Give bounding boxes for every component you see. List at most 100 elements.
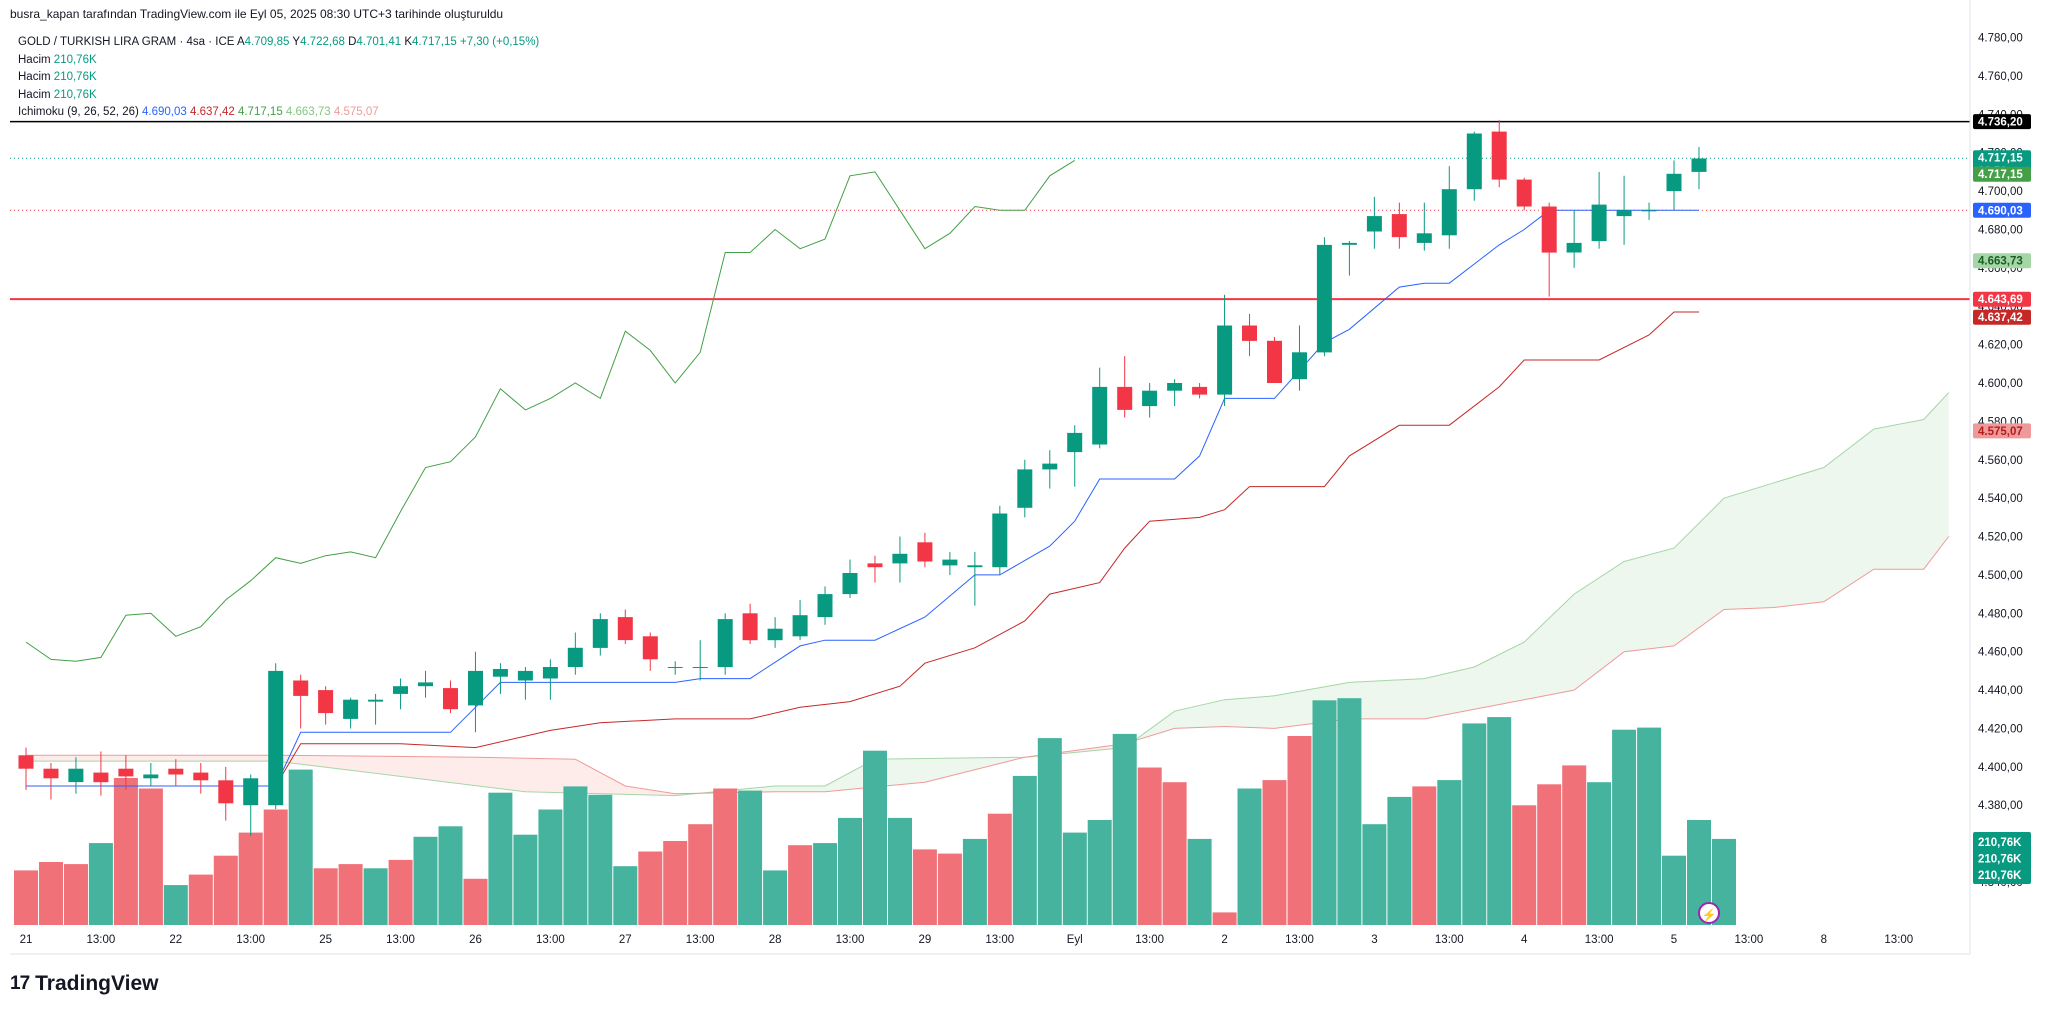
ichimoku-label: Ichimoku (9, 26, 52, 26) [18,106,139,118]
price-axis-tick-label: 4.400,00 [1978,762,2023,774]
candle-body [193,772,209,781]
time-axis-tick-label: 13:00 [1135,934,1164,946]
candle-body [368,699,384,702]
time-axis-tick-label: 13:00 [686,934,715,946]
cloud-segment [1224,698,1238,728]
cloud-segment [887,758,900,786]
candle-body [1641,210,1657,212]
candle-body [542,667,558,679]
cloud-segment [1361,681,1375,719]
price-axis-tick-label: 4.460,00 [1978,647,2023,659]
volume-bar [638,851,663,925]
ohlc-close: K4.717,15 [404,36,457,48]
horizontal-levels [10,120,1970,301]
tenkan-sen-line [26,209,1699,787]
ichimoku-lines [25,159,1699,787]
candle-body [692,667,708,668]
cloud-segment [1262,695,1275,729]
cloud-segment [1411,678,1425,719]
cloud-segment [338,755,351,771]
ichimoku-legend-row[interactable]: Ichimoku (9, 26, 52, 26) 4.690,03 4.637,… [18,104,539,122]
cloud-segment [1286,691,1300,727]
candle-body [43,768,59,779]
cloud-segment [1549,606,1562,695]
cloud-segment [475,757,488,788]
candle-body [1217,325,1233,395]
volume-bar [1312,700,1337,925]
candle-body [1341,242,1357,245]
symbol-title[interactable]: GOLD / TURKISH LIRA GRAM · 4sa · ICE [18,36,235,48]
candle-body [1316,244,1332,353]
cloud-segment [1861,429,1874,578]
price-tag-label: 4.690,03 [1978,205,2023,217]
cloud-segment [912,758,925,784]
cloud-segment [113,755,126,762]
candle-body [892,553,908,564]
candle-body [842,573,858,595]
volume-bar [863,750,887,925]
cloud-segment [812,786,826,792]
time-axis-tick-label: 3 [1371,934,1377,946]
volume-legend-row[interactable]: Hacim 210,76K [18,71,97,83]
cloud-segment [1212,699,1225,728]
cloud-segment [512,757,526,792]
price-tag [1973,253,2031,269]
candle-body [1017,469,1033,508]
candle-body [1391,214,1407,238]
cloud-segment [163,755,176,762]
volume-legend-row[interactable]: Hacim 210,76K [18,53,97,66]
volume-bar [663,841,688,925]
cloud-segment [1798,471,1812,605]
cloud-segment [1586,577,1600,681]
cloud-segment [450,756,463,785]
candle-body [1267,340,1282,383]
volume-bar [1187,838,1212,925]
candle-body [1491,131,1507,180]
cloud-segment [363,756,376,774]
candle-body [517,670,533,681]
cloud-segment [987,757,1000,767]
cloud-segment [1499,648,1512,705]
cloud-segment [775,786,788,792]
cloud-segment [125,755,139,762]
candle-body [118,768,134,777]
cloud-segment [587,765,601,794]
cloud-segment [462,757,476,786]
ohlc-low: D4.701,41 [348,36,402,48]
candle-body [1167,383,1183,391]
cloud-segment [1674,535,1687,646]
tradingview-logo[interactable]: 17 TradingView [10,972,158,996]
volume-tag-box [1973,832,2031,884]
volume-bar [1587,782,1612,925]
volume-bar [813,843,838,925]
volume-bar [39,862,63,925]
volume-legend-row[interactable]: Hacim 210,76K [18,88,97,101]
lightning-icon[interactable]: ⚡ [1698,902,1720,924]
volume-bar [1387,796,1412,925]
cloud-segment [575,759,588,794]
volume-bar [1012,775,1037,925]
price-axis-tick-label: 4.760,00 [1978,71,2023,83]
volume-bar [1412,786,1437,925]
candle-body [1067,432,1083,453]
cloud-segment [100,755,114,762]
volume-bar [613,866,638,925]
cloud-segment [1187,705,1200,728]
ichimoku-kijun-value: 4.637,42 [189,106,235,118]
cloud-segment [1661,548,1675,648]
cloud-segment [949,758,963,776]
volume-bar [238,832,263,925]
volume-bar [64,864,88,925]
cloud-segment [1574,585,1587,691]
candle-body [917,542,933,562]
price-axis-tick-label: 4.600,00 [1978,378,2023,390]
cloud-segment [937,758,950,780]
price-axis-tick-label: 4.500,00 [1978,570,2023,582]
cloud-segment [1711,498,1724,619]
cloud-segment [1174,708,1188,729]
volume-bar [1337,698,1362,925]
price-axis-tick-label: 4.780,00 [1978,33,2023,45]
candle-body [492,669,508,677]
candle-body [1466,133,1482,190]
price-chart[interactable]: 4.340,004.360,004.380,004.400,004.420,00… [0,0,2048,965]
